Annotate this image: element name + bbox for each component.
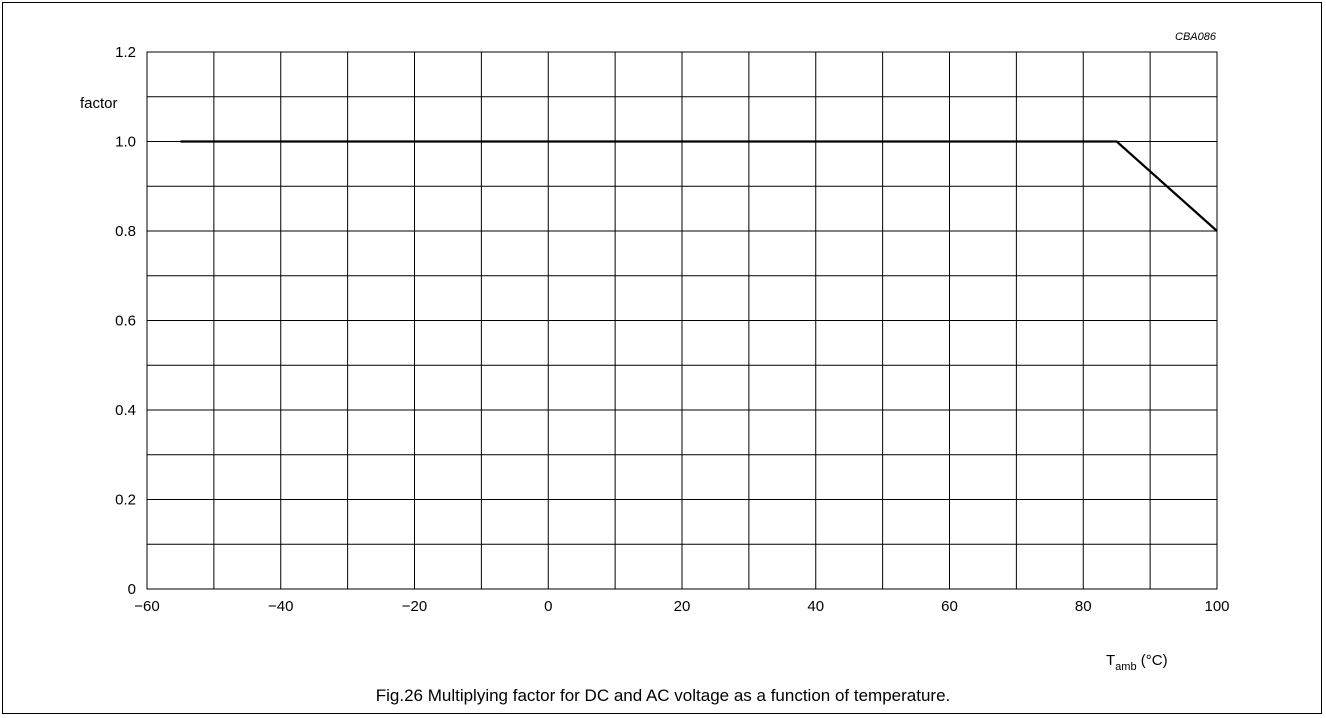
grid-lines (147, 52, 1217, 589)
x-tick-label: −20 (402, 598, 427, 615)
x-axis-label: Tamb (°C) (1106, 652, 1168, 673)
y-tick-label: 0.6 (115, 313, 136, 330)
factor-curve (180, 140, 1218, 232)
x-tick-label: −60 (134, 598, 159, 615)
x-tick-label: 100 (1204, 598, 1229, 615)
plot-border (146, 51, 1218, 590)
x-tick-labels: −60 −40 −20 0 20 40 60 80 100 (134, 598, 1229, 615)
figure-code: CBA086 (1175, 31, 1217, 43)
x-tick-label: 80 (1075, 598, 1092, 615)
x-axis-label-unit: (°C) (1137, 652, 1168, 669)
x-tick-label: 0 (544, 598, 552, 615)
x-tick-label: −40 (268, 598, 293, 615)
x-tick-label: 40 (807, 598, 824, 615)
x-tick-label: 20 (674, 598, 691, 615)
y-tick-label: 0.2 (115, 492, 136, 509)
x-tick-label: 60 (941, 598, 958, 615)
x-axis-label-main: T (1106, 652, 1115, 669)
y-tick-label: 0.4 (115, 402, 136, 419)
y-tick-label: 1.0 (115, 134, 136, 151)
y-tick-label: 0 (128, 581, 136, 598)
y-tick-labels: 0 0.2 0.4 0.6 0.8 1.0 1.2 (115, 44, 136, 598)
x-axis-label-subscript: amb (1115, 661, 1136, 673)
figure-caption: Fig.26 Multiplying factor for DC and AC … (376, 686, 951, 705)
y-axis-label: factor (80, 95, 118, 112)
y-tick-label: 1.2 (115, 44, 136, 61)
y-tick-label: 0.8 (115, 223, 136, 240)
